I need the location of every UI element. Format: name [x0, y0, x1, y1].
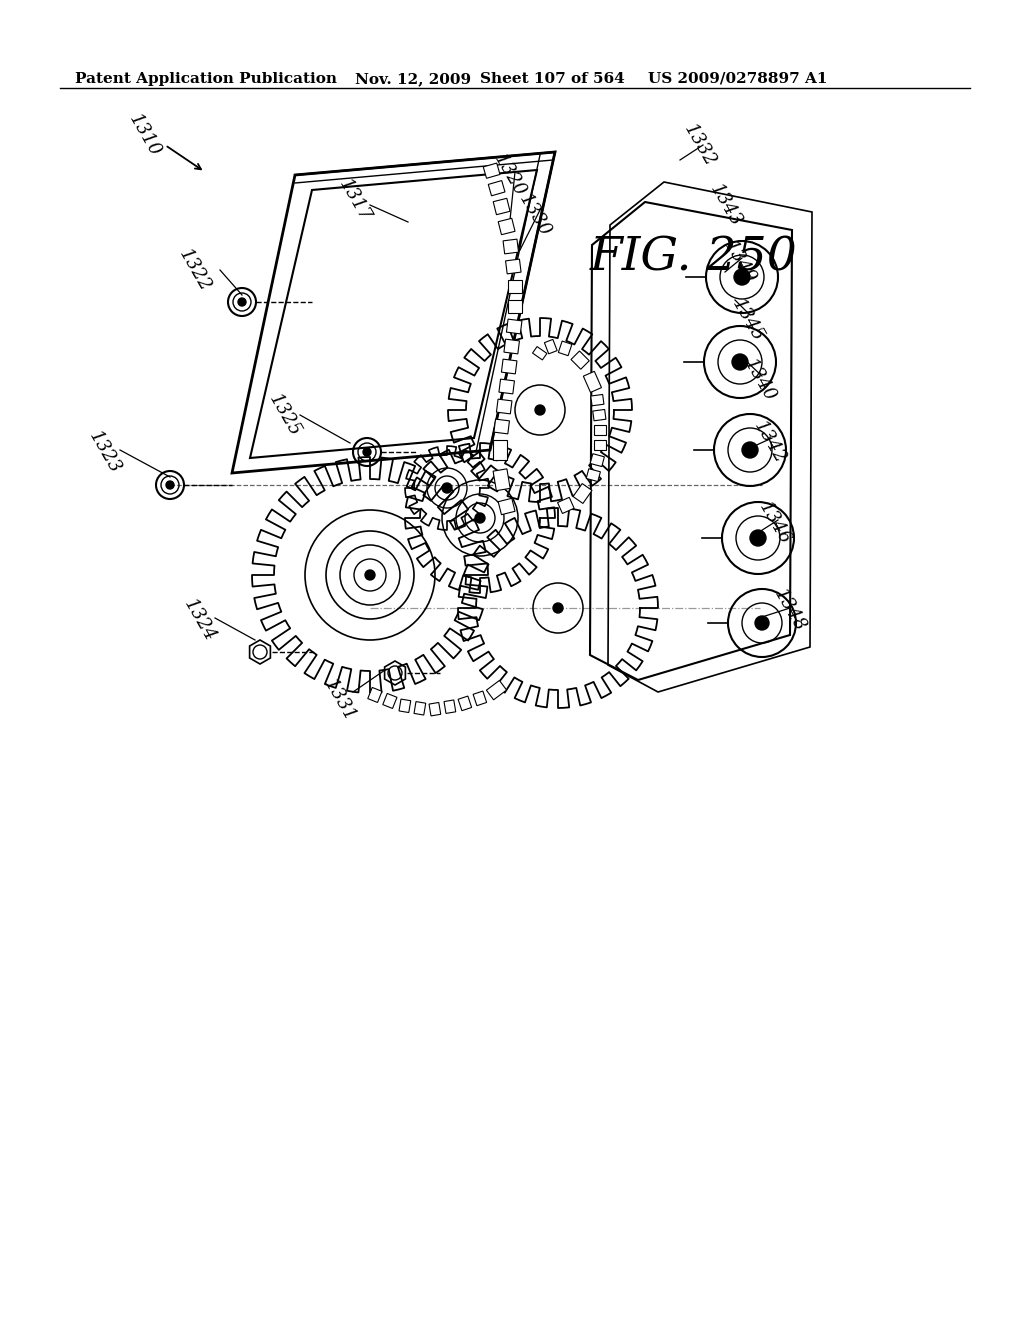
Polygon shape: [571, 351, 589, 370]
Polygon shape: [532, 347, 547, 360]
Polygon shape: [590, 454, 604, 466]
Polygon shape: [493, 440, 507, 459]
Text: Sheet 107 of 564: Sheet 107 of 564: [480, 73, 625, 86]
Polygon shape: [486, 680, 507, 700]
Polygon shape: [473, 692, 486, 706]
Text: 1324: 1324: [180, 595, 219, 644]
Circle shape: [442, 483, 452, 492]
Circle shape: [732, 354, 748, 370]
Text: 1317: 1317: [336, 176, 375, 224]
Polygon shape: [591, 395, 604, 405]
Text: 1346: 1346: [756, 499, 795, 548]
Text: 1310: 1310: [126, 111, 164, 160]
Text: 1349: 1349: [721, 238, 759, 286]
Polygon shape: [594, 441, 606, 450]
Text: 1323: 1323: [86, 428, 124, 477]
Polygon shape: [414, 702, 426, 715]
Polygon shape: [586, 469, 600, 482]
Polygon shape: [499, 218, 515, 235]
Polygon shape: [499, 499, 515, 515]
Polygon shape: [508, 280, 522, 293]
Polygon shape: [494, 420, 510, 434]
Polygon shape: [429, 702, 440, 715]
Polygon shape: [506, 259, 521, 273]
Polygon shape: [584, 371, 601, 392]
Polygon shape: [507, 319, 522, 334]
Text: 1348: 1348: [771, 586, 809, 635]
Circle shape: [755, 616, 769, 630]
Circle shape: [166, 480, 174, 488]
Circle shape: [742, 442, 758, 458]
Polygon shape: [594, 425, 606, 436]
Polygon shape: [483, 164, 500, 178]
Text: 1322: 1322: [176, 246, 214, 294]
Polygon shape: [494, 469, 510, 491]
Circle shape: [238, 298, 246, 306]
Polygon shape: [593, 409, 606, 421]
Polygon shape: [504, 339, 519, 354]
Text: 1342: 1342: [751, 417, 790, 466]
Text: 1330: 1330: [516, 190, 554, 239]
Polygon shape: [399, 700, 411, 713]
Polygon shape: [383, 693, 397, 709]
Text: US 2009/0278897 A1: US 2009/0278897 A1: [648, 73, 827, 86]
Polygon shape: [502, 359, 517, 374]
Circle shape: [365, 570, 375, 579]
Text: 1345: 1345: [729, 296, 767, 345]
Polygon shape: [508, 300, 522, 313]
Text: 1320: 1320: [490, 150, 529, 199]
Text: 1325: 1325: [265, 391, 304, 440]
Polygon shape: [499, 379, 514, 393]
Text: FIG. 250: FIG. 250: [590, 235, 798, 280]
Polygon shape: [573, 483, 592, 503]
Text: 1340: 1340: [740, 355, 779, 404]
Polygon shape: [494, 198, 510, 215]
Text: Patent Application Publication: Patent Application Publication: [75, 73, 337, 86]
Polygon shape: [444, 700, 456, 713]
Text: 1343: 1343: [707, 181, 745, 230]
Polygon shape: [497, 399, 512, 414]
Polygon shape: [545, 339, 557, 354]
Polygon shape: [488, 181, 505, 195]
Polygon shape: [558, 341, 571, 355]
Circle shape: [362, 447, 371, 455]
Circle shape: [750, 531, 766, 546]
Circle shape: [535, 405, 545, 414]
Circle shape: [734, 269, 750, 285]
Text: 1331: 1331: [321, 676, 359, 725]
Polygon shape: [557, 498, 574, 513]
Text: 1332: 1332: [681, 120, 719, 169]
Text: Nov. 12, 2009: Nov. 12, 2009: [355, 73, 471, 86]
Polygon shape: [368, 688, 382, 702]
Circle shape: [553, 603, 563, 612]
Circle shape: [475, 513, 485, 523]
Polygon shape: [503, 239, 518, 253]
Polygon shape: [458, 696, 472, 710]
